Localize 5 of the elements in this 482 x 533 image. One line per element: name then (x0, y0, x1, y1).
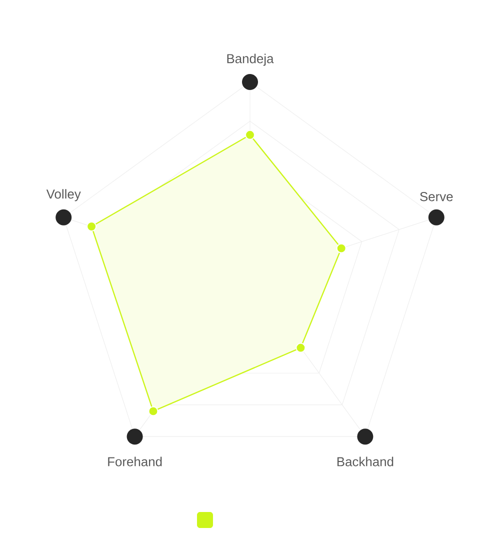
spoke-label: Volley (46, 189, 81, 202)
spoke-label: Bandeja (227, 54, 274, 66)
spoke-label: Forehand (108, 456, 162, 466)
spoke-label: Serve (420, 192, 453, 202)
spoke-label: Backhand (337, 456, 394, 466)
